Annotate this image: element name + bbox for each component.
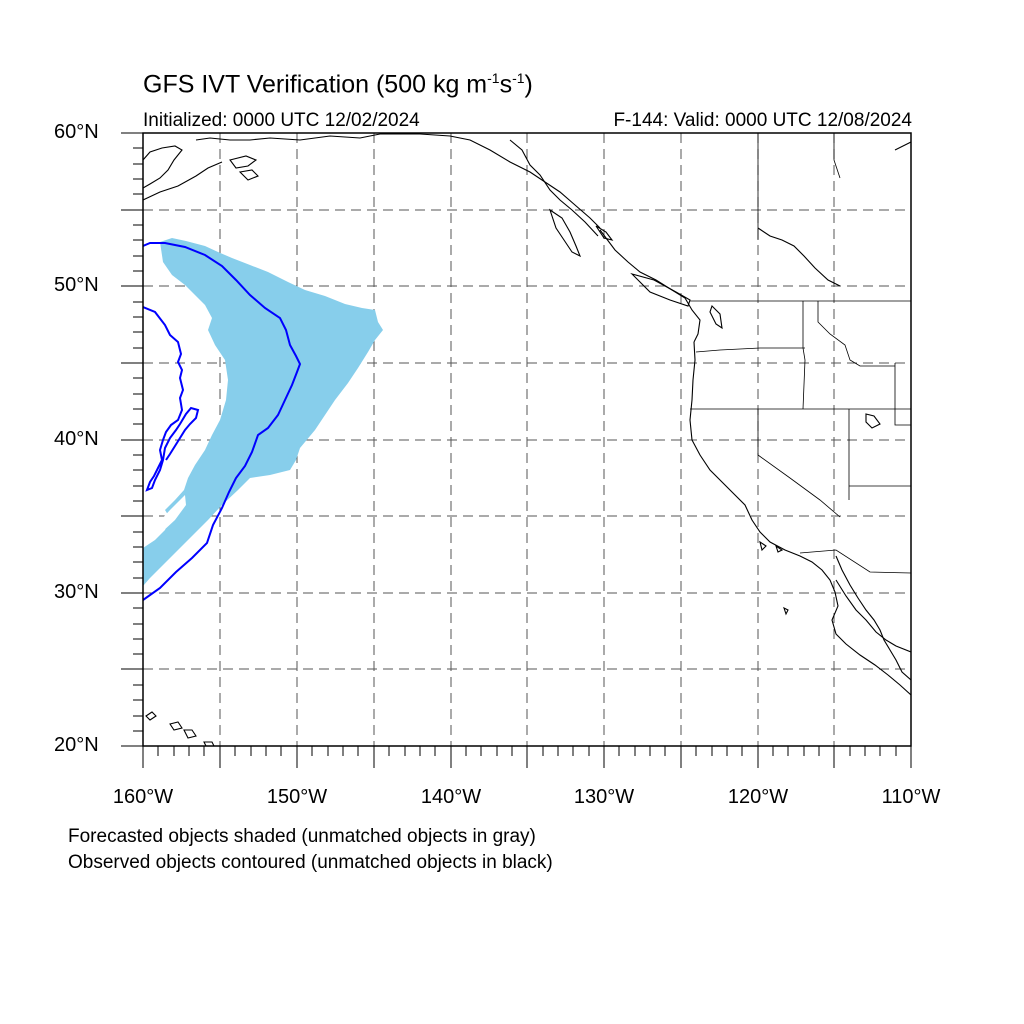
lon-label-160w: 160°W (112, 786, 174, 808)
lat-label-40n: 40°N (54, 428, 99, 450)
lon-label-120w: 120°W (727, 786, 789, 808)
initialized-time: Initialized: 0000 UTC 12/02/2024 (143, 110, 420, 131)
observed-ivt-contour-main (143, 242, 302, 601)
lon-label-110w: 110°W (881, 786, 941, 808)
forecast-ivt-gap (148, 495, 186, 538)
lon-label-150w: 150°W (266, 786, 328, 808)
lat-label-20n: 20°N (54, 734, 99, 756)
valid-time: F-144: Valid: 0000 UTC 12/08/2024 (613, 110, 912, 131)
lat-label-50n: 50°N (54, 274, 99, 296)
map-title: GFS IVT Verification (500 kg m-1s-1) (143, 70, 533, 99)
coastlines (143, 133, 911, 746)
lon-label-140w: 140°W (420, 786, 482, 808)
forecast-note: Forecasted objects shaded (unmatched obj… (68, 826, 536, 847)
observed-note: Observed objects contoured (unmatched ob… (68, 852, 553, 873)
axis-ticks (121, 132, 912, 768)
political-borders (690, 133, 911, 574)
lat-label-30n: 30°N (54, 581, 99, 603)
lon-label-130w: 130°W (573, 786, 635, 808)
observed-ivt-contour-west (143, 306, 200, 492)
lat-label-60n: 60°N (54, 121, 99, 143)
forecast-ivt-object (143, 238, 383, 586)
